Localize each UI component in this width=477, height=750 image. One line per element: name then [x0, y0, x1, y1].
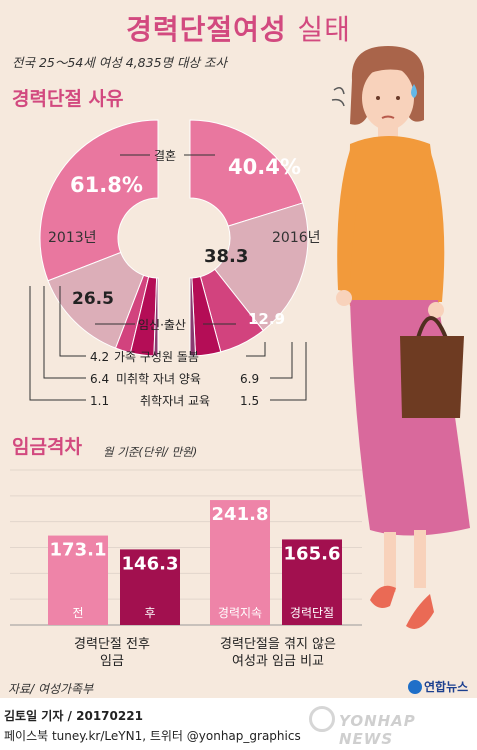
bar-category-1: 후	[144, 606, 155, 620]
leader-family-2013	[59, 286, 86, 357]
slice-2013-school-child	[153, 277, 159, 357]
bag-handle	[416, 316, 448, 339]
bar-category-3: 경력단절	[290, 606, 334, 620]
title-main: 경력단절여성	[126, 13, 287, 46]
label-childbirth: 임신·출산	[138, 318, 186, 332]
handbag-icon	[400, 336, 464, 418]
group-label-1-line2: 임금	[100, 654, 124, 669]
yonhap-logo-icon	[408, 680, 422, 694]
section-title-wage: 임금격차	[12, 436, 82, 458]
bar-value-3: 165.6	[284, 543, 341, 564]
year-label-2016: 2016년	[272, 230, 321, 246]
right-hand	[428, 302, 444, 318]
mouth	[381, 115, 395, 119]
title-sub: 실태	[297, 13, 351, 46]
leader-childcare-2013	[43, 286, 86, 379]
yonhap-brand: 연합뉴스	[408, 678, 468, 695]
label-family-care: 가족 구성원 돌봄	[114, 350, 199, 364]
left-shoe	[370, 585, 396, 608]
value-2013-childbirth: 26.5	[72, 289, 114, 309]
bar-value-1: 146.3	[122, 553, 179, 574]
bar-0	[48, 535, 108, 625]
value-2016-childbirth: 38.3	[204, 246, 248, 267]
group-label-2-line2: 여성과 임금 비교	[232, 654, 324, 669]
right-eye	[396, 96, 400, 100]
watermark-text: YONHAP NEWS	[339, 712, 416, 748]
bar-value-0: 173.1	[50, 540, 107, 561]
bar-3	[282, 539, 342, 625]
slice-2016-marriage	[189, 119, 304, 227]
social-links: 페이스북 tuney.kr/LeYN1, 트위터 @yonhap_graphic…	[4, 729, 301, 743]
face-shape	[362, 66, 414, 130]
bangs-shape	[360, 56, 418, 78]
left-leg	[384, 532, 396, 592]
yonhap-watermark: YONHAP NEWS	[305, 704, 475, 748]
value-2016-school: 1.5	[240, 394, 259, 408]
slice-2013-marriage	[39, 119, 159, 282]
label-school: 취학자녀 교육	[140, 394, 210, 408]
right-leg	[414, 530, 426, 588]
reasons-chart: 2013년 2016년 61.8% 40.4% 26.5 38.3 12.9 결…	[29, 119, 321, 408]
group-label-1-line1: 경력단절 전후	[74, 637, 150, 652]
left-arm	[337, 150, 364, 292]
section-title-reasons: 경력단절 사유	[12, 88, 124, 110]
value-2013-family-care: 4.2	[90, 350, 109, 364]
slice-2016-school-child	[189, 277, 197, 357]
value-2013-school: 1.1	[90, 394, 109, 408]
source-note: 자료/ 여성가족부	[8, 682, 94, 696]
wage-chart: 173.1 전 146.3 후 241.8 경력지속 165.6 경력단절 경력단절 전후 임…	[10, 469, 362, 669]
leader-school-2016	[270, 342, 307, 401]
left-hand	[336, 290, 352, 306]
year-label-2013: 2013년	[48, 230, 97, 246]
bar-value-2: 241.8	[212, 504, 269, 525]
right-shoe	[406, 594, 434, 629]
label-childcare: 미취학 자녀 양육	[116, 372, 201, 386]
bar-1	[120, 549, 180, 625]
pie-2016	[189, 119, 309, 357]
value-2013-childcare: 6.4	[90, 372, 109, 386]
wage-unit-note: 월 기준(단위/ 만원)	[103, 445, 198, 459]
group-label-2-line1: 경력단절을 겪지 않은	[220, 637, 336, 652]
leader-family-2016	[246, 342, 266, 357]
bar-category-0: 전	[72, 606, 83, 620]
value-2016-childcare: 6.9	[240, 372, 259, 386]
watermark-logo-icon	[309, 706, 335, 732]
woman-illustration	[331, 46, 470, 629]
value-2016-marriage: 40.4%	[228, 155, 301, 179]
leader-school-2013	[29, 286, 86, 401]
right-arm	[422, 150, 445, 302]
sweater-shape	[346, 136, 444, 306]
bar-category-2: 경력지속	[218, 606, 262, 620]
brand-label: 연합뉴스	[424, 680, 469, 694]
byline: 김토일 기자 / 20170221	[4, 709, 143, 723]
value-2016-family-care: 12.9	[248, 310, 285, 328]
bar-2	[210, 500, 270, 625]
wage-bars: 173.1 전 146.3 후 241.8 경력지속 165.6 경력단절	[48, 500, 342, 625]
worry-lines	[331, 87, 345, 107]
survey-subtitle: 전국 25～54세 여성 4,835명 대상 조사	[12, 55, 227, 70]
value-2013-marriage: 61.8%	[70, 173, 143, 197]
label-marriage: 결혼	[154, 149, 176, 163]
left-eye	[376, 96, 380, 100]
page-title: 경력단절여성 실태	[0, 8, 477, 48]
leader-childcare-2016	[270, 342, 293, 379]
sweat-drop	[411, 84, 417, 98]
